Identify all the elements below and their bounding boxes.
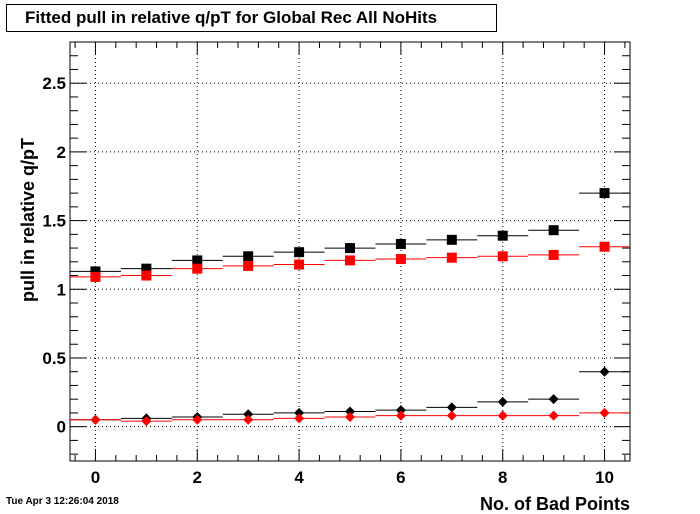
axis-ticks [70,42,630,461]
data-point-diamond [345,412,355,423]
data-point-square [599,188,610,199]
data-point-square [345,243,355,254]
data-point-diamond [446,402,457,413]
y-tick-label: 0 [57,418,66,437]
data-point-square [548,225,559,236]
x-tick-label: 8 [498,468,507,487]
data-point-square [294,259,305,270]
data-point-square [243,251,254,262]
data-point-square [90,271,101,282]
y-tick-label: 1 [57,280,66,299]
x-axis-title: No. of Bad Points [480,494,630,514]
data-point-diamond [243,409,254,420]
data-point-diamond [192,414,203,425]
data-point-square [141,270,152,281]
x-tick-label: 2 [193,468,202,487]
data-point-square [192,255,203,266]
data-point-square [90,266,101,277]
data-point-square [548,249,559,260]
x-tick-label: 4 [294,468,304,487]
data-point-diamond [395,410,406,421]
y-tick-label: 2.5 [42,74,66,93]
data-point-square [446,252,457,263]
grid-lines [70,42,630,461]
data-point-diamond [497,410,508,421]
data-point-square [599,241,610,252]
data-marks [70,188,630,427]
data-point-diamond [446,410,457,421]
data-point-square [446,234,457,245]
data-point-square [294,247,305,258]
data-point-square [345,255,355,266]
data-point-diamond [141,416,152,427]
data-point-diamond [599,366,610,377]
data-point-square [497,251,508,262]
timestamp: Tue Apr 3 12:26:04 2018 [6,496,119,507]
data-point-square [141,263,152,274]
chart-title: Fitted pull in relative q/pT for Global … [6,4,497,32]
x-tick-label: 6 [396,468,405,487]
data-point-diamond [548,410,559,421]
data-point-diamond [345,406,355,417]
data-point-diamond [294,407,305,418]
y-tick-label: 2 [57,143,66,162]
data-point-square [497,230,508,241]
y-tick-label: 0.5 [42,349,66,368]
data-point-diamond [497,396,508,407]
data-point-square [243,260,254,271]
y-tick-label: 1.5 [42,212,66,231]
data-point-diamond [599,407,610,418]
data-point-square [395,238,406,249]
data-point-diamond [90,414,101,425]
data-point-diamond [548,394,559,405]
tick-labels: 0 2 4 6 8 10 0 0.5 1 1.5 2 2.5 [42,74,614,487]
data-point-square [192,263,203,274]
data-point-diamond [395,405,406,416]
data-point-diamond [294,413,305,424]
y-axis-title: pull in relative q/pT [18,138,38,302]
x-tick-label: 0 [91,468,100,487]
data-point-diamond [243,414,254,425]
data-point-square [395,254,406,265]
x-tick-label: 10 [595,468,614,487]
